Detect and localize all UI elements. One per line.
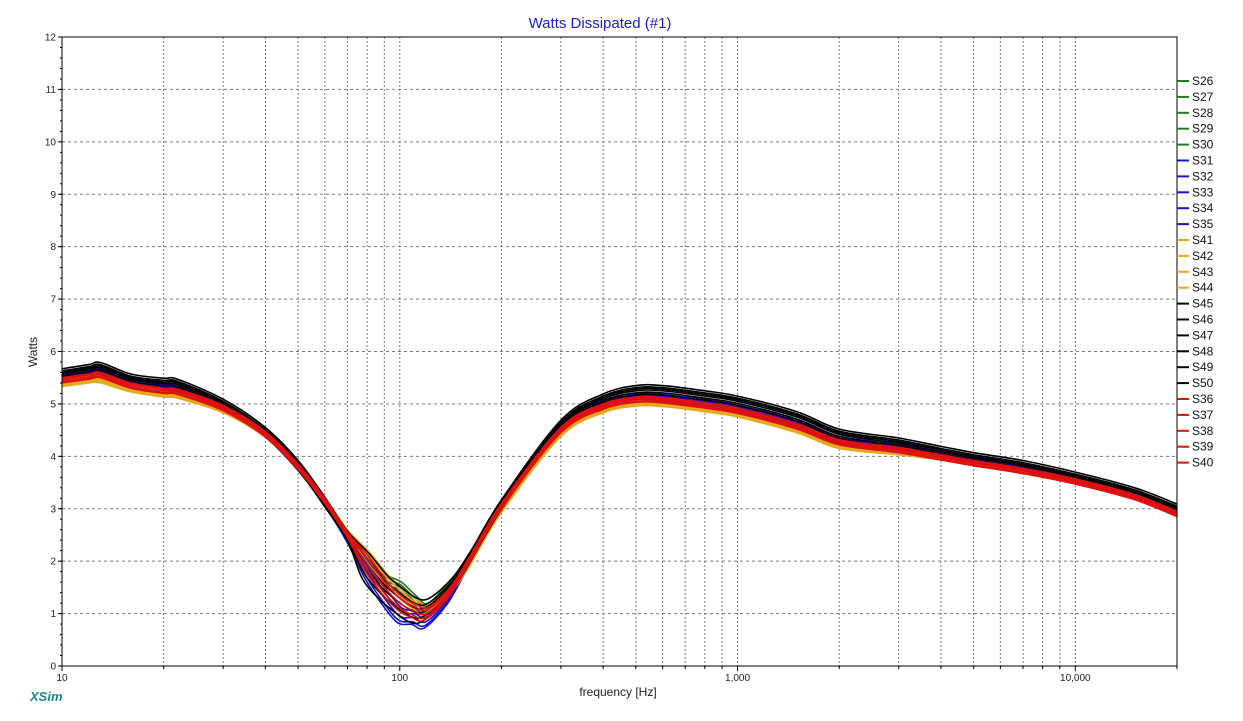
- series-line-s43: [61, 381, 1178, 615]
- legend-label-s36: S36: [1192, 392, 1214, 406]
- legend-label-s49: S49: [1192, 360, 1214, 374]
- legend-label-s34: S34: [1192, 201, 1214, 215]
- legend-label-s46: S46: [1192, 313, 1214, 327]
- y-tick-label: 8: [50, 242, 56, 253]
- legend-label-s30: S30: [1192, 138, 1214, 152]
- y-tick-label: 6: [50, 347, 56, 358]
- x-tick-label: 1,000: [725, 673, 750, 684]
- legend-label-s42: S42: [1192, 249, 1214, 263]
- x-tick-label: 100: [391, 673, 408, 684]
- legend-label-s37: S37: [1192, 408, 1214, 422]
- x-axis-ticks: 10 100 1,000 10,000: [56, 666, 1178, 684]
- legend-label-s41: S41: [1192, 233, 1214, 247]
- legend-label-s40: S40: [1192, 456, 1214, 470]
- series-line-s39: [61, 371, 1178, 609]
- y-tick-label: 9: [50, 190, 56, 201]
- legend-label-s29: S29: [1192, 122, 1214, 136]
- legend-label-s38: S38: [1192, 424, 1214, 438]
- y-tick-label: 3: [50, 504, 56, 515]
- legend-label-s33: S33: [1192, 185, 1214, 199]
- legend-label-s39: S39: [1192, 440, 1214, 454]
- y-axis-label: Watts: [26, 337, 40, 367]
- legend-label-s48: S48: [1192, 344, 1214, 358]
- y-tick-label: 1: [50, 609, 56, 620]
- grid: [62, 37, 1177, 666]
- y-tick-label: 10: [45, 137, 57, 148]
- legend-label-s44: S44: [1192, 281, 1214, 295]
- legend-label-s28: S28: [1192, 106, 1214, 120]
- legend-label-s26: S26: [1192, 74, 1214, 88]
- x-tick-label: 10,000: [1060, 673, 1091, 684]
- y-tick-label: 0: [50, 662, 56, 673]
- legend-label-s31: S31: [1192, 154, 1214, 168]
- series-line-s40: [61, 376, 1178, 623]
- legend-label-s47: S47: [1192, 328, 1214, 342]
- y-tick-label: 11: [46, 85, 57, 96]
- y-tick-label: 4: [50, 452, 56, 463]
- legend-label-s27: S27: [1192, 90, 1214, 104]
- series-line-s47: [61, 363, 1178, 607]
- legend-label-s43: S43: [1192, 265, 1214, 279]
- series-line-s36: [61, 373, 1178, 616]
- y-tick-label: 5: [50, 399, 56, 410]
- series-lines: [61, 361, 1178, 630]
- y-tick-label: 12: [45, 33, 57, 44]
- legend-label-s32: S32: [1192, 169, 1214, 183]
- legend-label-s45: S45: [1192, 297, 1214, 311]
- legend-label-s50: S50: [1192, 376, 1214, 390]
- brand-logo-text: XSim: [29, 689, 63, 704]
- y-tick-label: 2: [50, 557, 56, 568]
- series-line-s49: [61, 361, 1178, 601]
- chart-title: Watts Dissipated (#1): [529, 15, 672, 32]
- series-line-s38: [61, 375, 1178, 620]
- plot-frame: [61, 36, 1178, 667]
- legend-label-s35: S35: [1192, 217, 1214, 231]
- x-axis-label: frequency [Hz]: [579, 685, 656, 699]
- x-tick-label: 10: [56, 673, 68, 684]
- y-tick-label: 7: [50, 295, 56, 306]
